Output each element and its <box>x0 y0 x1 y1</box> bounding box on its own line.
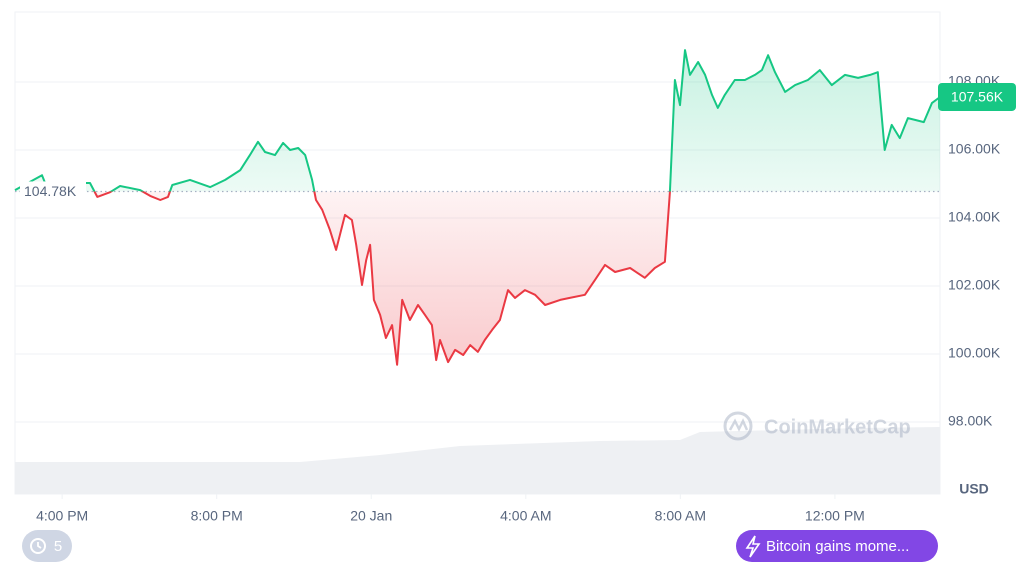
y-tick-label: 102.00K <box>948 277 1001 293</box>
news-pill-text: Bitcoin gains mome... <box>766 538 909 555</box>
watermark: CoinMarketCap <box>723 411 911 441</box>
y-tick-label: 104.00K <box>948 209 1001 225</box>
y-tick-label: 100.00K <box>948 345 1001 361</box>
x-tick-label: 20 Jan <box>350 508 392 524</box>
history-count: 5 <box>54 538 62 555</box>
x-tick-label: 4:00 PM <box>36 508 88 524</box>
price-line <box>14 49 941 366</box>
y-tick-label: 106.00K <box>948 141 1001 157</box>
history-button[interactable]: 5 <box>22 530 72 562</box>
x-tick-label: 4:00 AM <box>500 508 551 524</box>
current-price-label: 107.56K <box>951 89 1004 105</box>
x-tick-label: 8:00 PM <box>191 508 243 524</box>
unit-label: USD <box>959 481 989 497</box>
news-pill[interactable]: Bitcoin gains mome... <box>736 530 938 562</box>
price-area <box>15 50 940 365</box>
watermark-text: CoinMarketCap <box>764 416 911 438</box>
y-tick-label: 98.00K <box>948 413 993 429</box>
baseline-label: 104.78K <box>24 183 77 199</box>
x-tick-label: 8:00 AM <box>655 508 706 524</box>
volume-area <box>15 427 940 494</box>
current-price-badge <box>938 82 1016 111</box>
baseline-label-bg <box>20 181 86 202</box>
x-tick-label: 12:00 PM <box>805 508 865 524</box>
